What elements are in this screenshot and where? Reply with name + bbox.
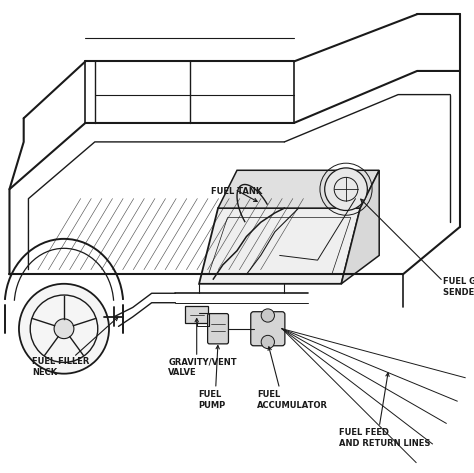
FancyBboxPatch shape	[208, 314, 228, 344]
Text: FUEL TANK: FUEL TANK	[211, 187, 262, 196]
Text: FUEL FEED
AND RETURN LINES: FUEL FEED AND RETURN LINES	[339, 428, 430, 448]
Circle shape	[261, 335, 274, 349]
FancyBboxPatch shape	[185, 306, 208, 323]
Text: FUEL
PUMP: FUEL PUMP	[198, 390, 225, 410]
Circle shape	[19, 284, 109, 374]
FancyBboxPatch shape	[251, 312, 285, 346]
Text: GRAVITY/VENT
VALVE: GRAVITY/VENT VALVE	[168, 357, 237, 377]
Circle shape	[325, 168, 367, 210]
Circle shape	[261, 309, 274, 322]
Text: FUEL FILLER
NECK: FUEL FILLER NECK	[32, 357, 90, 377]
Text: FUEL GAUGE
SENDER UNIT: FUEL GAUGE SENDER UNIT	[443, 277, 474, 297]
Text: FUEL
ACCUMULATOR: FUEL ACCUMULATOR	[257, 390, 328, 410]
Circle shape	[54, 319, 74, 339]
Polygon shape	[341, 170, 379, 284]
Polygon shape	[218, 170, 379, 208]
Polygon shape	[199, 208, 360, 284]
